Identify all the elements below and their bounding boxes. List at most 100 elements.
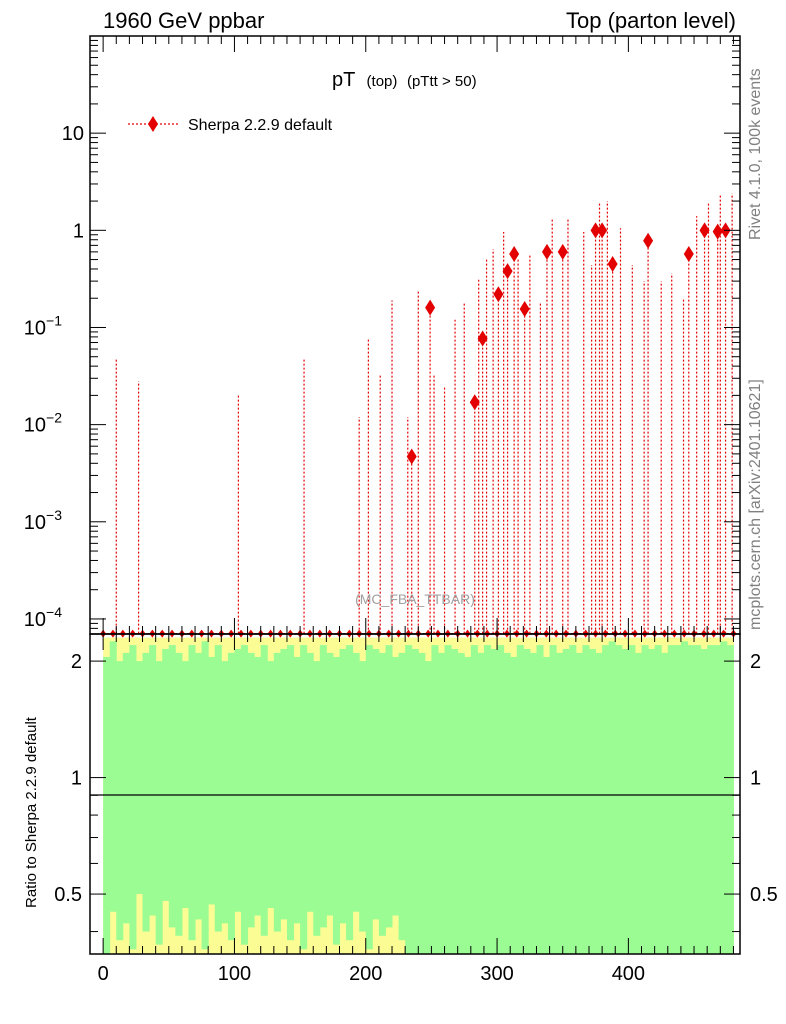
ratio-band-inner-bin: [575, 652, 583, 954]
ratio-band-inner-bin: [208, 656, 216, 905]
upper-y-tick-label: 10−1: [24, 312, 62, 339]
header-left: 1960 GeV ppbar: [103, 8, 264, 33]
ratio-band-inner-bin: [273, 652, 281, 932]
ratio-band-inner-bin: [667, 645, 675, 954]
ratio-band-inner-bin: [116, 661, 124, 941]
ratio-band-inner-bin: [149, 645, 157, 916]
ratio-band-inner-bin: [378, 652, 386, 936]
upper-y-tick-label: 10: [62, 123, 84, 145]
series-point: [477, 330, 488, 347]
ratio-band-inner-bin: [293, 656, 301, 924]
ratio-band-inner-bin: [707, 645, 715, 954]
series-point: [683, 246, 694, 263]
series-point: [425, 299, 436, 316]
ratio-band-inner-bin: [411, 648, 419, 954]
ratio-band-inner-bin: [162, 648, 170, 901]
ratio-band-inner-bin: [628, 645, 636, 954]
ratio-band-inner-bin: [510, 656, 518, 954]
ratio-band-inner-bin: [470, 645, 478, 954]
ratio-band-inner-bin: [687, 645, 695, 954]
ratio-band-inner-bin: [195, 652, 203, 920]
series-point: [519, 300, 530, 317]
ratio-band-inner-bin: [398, 652, 406, 941]
ratio-band-inner-bin: [122, 652, 130, 924]
ratio-band-inner-bin: [556, 652, 564, 954]
side-label-rivet: Rivet 4.1.0, 100k events: [747, 68, 764, 240]
ratio-band-inner-bin: [155, 661, 163, 945]
ratio-band-inner-bin: [720, 641, 728, 954]
ratio-y-tick-label-right: 0.5: [750, 884, 778, 906]
ratio-band-inner-bin: [135, 661, 144, 895]
ratio-band-inner-bin: [234, 648, 242, 912]
ratio-band-inner-bin: [431, 645, 439, 954]
ratio-band-inner-bin: [300, 645, 308, 950]
ratio-ylabel: Ratio to Sherpa 2.2.9 default: [23, 716, 40, 908]
ratio-band-inner-bin: [103, 656, 111, 954]
plot-title-sub2: (pTtt > 50): [407, 73, 477, 90]
ratio-band-inner-bin: [680, 641, 688, 954]
series-point: [469, 394, 480, 411]
legend-label: Sherpa 2.2.9 default: [188, 117, 333, 134]
series-point: [712, 223, 723, 240]
ratio-band-inner-bin: [221, 661, 229, 924]
ratio-band-inner-bin: [457, 652, 465, 954]
ratio-band-inner-bin: [392, 656, 400, 916]
ratio-band-inner-bin: [562, 648, 570, 954]
ratio-band-inner-bin: [267, 661, 275, 909]
upper-y-tick-label: 10−2: [24, 410, 62, 437]
ratio-band-inner-bin: [477, 652, 485, 954]
ratio-band-inner-bin: [424, 661, 432, 954]
ratio-y-tick-label-right: 2: [750, 651, 761, 673]
tick-labels: 10 1 10−1 10−2 10−3 10−4 2 2 1 1 0.5 0.5 0 100 200 300 4…: [24, 123, 778, 985]
ratio-band-inner-bin: [286, 645, 295, 941]
ratio-band-inner-bin: [543, 656, 551, 954]
ratio-band-inner-bin: [713, 645, 721, 954]
ratio-band-inner-bin: [503, 652, 511, 954]
ratio-band-inner-bin: [306, 652, 314, 912]
ratio-band-inner-bin: [608, 641, 616, 954]
x-tick-label: 100: [218, 963, 251, 985]
ratio-band-inner-bin: [352, 652, 360, 912]
ratio-band-inner-bin: [339, 648, 347, 924]
ratio-band-inner-bin: [109, 641, 117, 912]
ratio-band-inner-bin: [694, 645, 702, 954]
legend: Sherpa 2.2.9 default: [128, 116, 333, 134]
ratio-band-inner-bin: [247, 652, 255, 928]
side-label-mcplots: mcplots.cern.ch [arXiv:2401.10621]: [747, 379, 764, 630]
ratio-band-inner-bin: [168, 645, 176, 928]
ratio-band-inner-bin: [582, 645, 590, 954]
series-point: [597, 222, 608, 239]
series-point: [607, 256, 618, 273]
ratio-band-inner-bin: [405, 645, 413, 954]
ratio-band-inner-bin: [483, 645, 492, 954]
series-point: [406, 448, 417, 465]
ratio-band-inner-bin: [254, 656, 262, 916]
x-tick-label: 0: [98, 963, 109, 985]
ratio-band-inner-bin: [516, 645, 524, 954]
series-point: [557, 243, 568, 260]
ratio-y-tick-label: 1: [71, 768, 82, 790]
ratio-band-inner-bin: [674, 645, 682, 954]
x-tick-label: 400: [612, 963, 645, 985]
ratio-band-inner-bin: [634, 652, 643, 954]
series-markers: [100, 222, 737, 638]
ratio-band-inner-bin: [346, 645, 354, 941]
series-point: [643, 232, 654, 249]
ratio-band-inner-bin: [497, 645, 505, 954]
plot-title-main: pT: [332, 69, 355, 91]
ratio-band-inner-bin: [418, 652, 426, 954]
ratio-band-inner-bin: [536, 645, 544, 954]
ratio-band-inner-bin: [549, 645, 557, 954]
ratio-band-inner-bin: [444, 645, 452, 954]
series-point: [502, 263, 513, 280]
ratio-band-inner-bin: [227, 652, 235, 941]
ratio-band-inner-bin: [569, 645, 577, 954]
series-point: [590, 222, 601, 239]
ratio-band-inner-bin: [602, 645, 610, 954]
series-lines: [103, 193, 734, 635]
series-point: [699, 222, 710, 239]
ratio-band-inner-bin: [326, 652, 334, 916]
ratio-band-inner-bin: [385, 645, 393, 928]
ratio-band-inner-bin: [332, 656, 340, 945]
